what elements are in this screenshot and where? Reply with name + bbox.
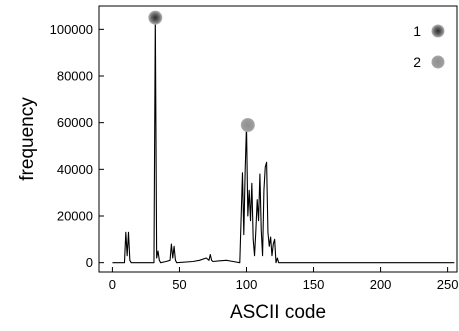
series-layer <box>112 17 455 264</box>
x-tick-label: 0 <box>109 277 116 292</box>
legend-label: 2 <box>413 54 421 70</box>
y-tick-label: 60000 <box>57 115 93 130</box>
x-axis-title: ASCII code <box>230 302 326 323</box>
x-tick-label: 250 <box>437 277 459 292</box>
peak-markers <box>148 10 255 132</box>
legend-marker-1 <box>431 24 445 38</box>
y-axis-title: frequency <box>17 97 38 181</box>
x-tick-label: 200 <box>370 277 392 292</box>
x-tick-label: 100 <box>236 277 258 292</box>
y-axis-ticks: 0 20000 40000 60000 80000 100000 <box>50 22 104 270</box>
legend: 12 <box>413 23 445 70</box>
x-tick-label: 50 <box>172 277 186 292</box>
x-tick-label: 150 <box>303 277 325 292</box>
y-tick-label: 80000 <box>57 69 93 84</box>
y-tick-label: 0 <box>86 255 93 270</box>
y-tick-label: 20000 <box>57 209 93 224</box>
y-tick-label: 40000 <box>57 162 93 177</box>
y-tick-label: 100000 <box>50 22 93 37</box>
x-axis-ticks: 0 50 100 150 200 250 <box>109 267 459 292</box>
plot-frame <box>98 5 458 273</box>
peak-marker-2 <box>240 118 255 132</box>
legend-label: 1 <box>413 23 421 39</box>
frequency-series-line <box>112 17 455 264</box>
peak-marker-1 <box>148 10 163 25</box>
legend-marker-2 <box>431 55 445 69</box>
